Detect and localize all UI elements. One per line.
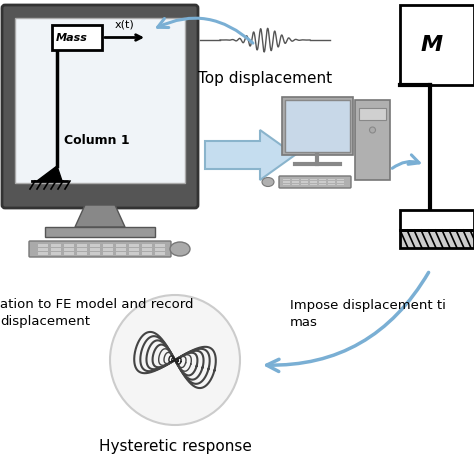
Bar — [142, 252, 152, 255]
Bar — [116, 252, 126, 255]
Bar — [77, 252, 87, 255]
Bar — [400, 5, 474, 85]
Ellipse shape — [370, 127, 375, 133]
Bar — [337, 179, 344, 180]
Bar — [355, 100, 390, 180]
Bar — [283, 183, 290, 185]
Bar — [142, 248, 152, 250]
Bar — [155, 244, 165, 246]
Bar — [64, 252, 74, 255]
Bar — [301, 179, 308, 180]
Bar — [38, 244, 48, 246]
Bar — [310, 179, 317, 180]
Bar — [282, 97, 353, 155]
Bar — [116, 248, 126, 250]
Text: ation to FE model and record: ation to FE model and record — [0, 299, 193, 311]
Bar — [90, 252, 100, 255]
Bar — [64, 244, 74, 246]
Text: Column 1: Column 1 — [64, 135, 130, 147]
Bar — [45, 227, 155, 237]
Bar — [292, 179, 299, 180]
Bar — [155, 248, 165, 250]
Bar — [292, 183, 299, 185]
Bar — [285, 100, 350, 152]
Bar — [310, 181, 317, 183]
Bar — [328, 179, 335, 180]
Bar — [337, 183, 344, 185]
Bar — [155, 252, 165, 255]
Text: mas: mas — [290, 316, 318, 328]
Bar — [400, 230, 474, 248]
Bar — [90, 248, 100, 250]
Text: Mass: Mass — [56, 33, 88, 43]
Ellipse shape — [110, 295, 240, 425]
Bar — [90, 244, 100, 246]
FancyBboxPatch shape — [2, 5, 198, 208]
Bar — [77, 244, 87, 246]
Bar — [103, 252, 113, 255]
Bar — [15, 18, 185, 183]
Bar — [337, 181, 344, 183]
Bar — [283, 179, 290, 180]
FancyBboxPatch shape — [279, 176, 351, 188]
Bar — [38, 248, 48, 250]
Bar — [310, 183, 317, 185]
Ellipse shape — [262, 177, 274, 186]
Bar — [129, 252, 139, 255]
Polygon shape — [205, 130, 295, 180]
Bar — [142, 244, 152, 246]
Bar — [64, 248, 74, 250]
Polygon shape — [75, 205, 125, 227]
Bar — [51, 248, 61, 250]
Bar — [116, 244, 126, 246]
Bar — [301, 183, 308, 185]
Text: Top displacement: Top displacement — [198, 71, 332, 85]
Bar — [52, 25, 102, 50]
Bar — [103, 244, 113, 246]
Text: M: M — [421, 35, 443, 55]
Bar — [103, 248, 113, 250]
Text: Hysteretic response: Hysteretic response — [99, 439, 251, 455]
Text: Impose displacement ti: Impose displacement ti — [290, 299, 446, 311]
Text: x(t): x(t) — [115, 19, 134, 29]
Bar — [400, 210, 474, 230]
Bar — [129, 244, 139, 246]
Bar — [319, 183, 326, 185]
Bar — [301, 181, 308, 183]
Bar — [328, 181, 335, 183]
Polygon shape — [37, 166, 62, 181]
Bar — [129, 248, 139, 250]
Ellipse shape — [170, 242, 190, 256]
Bar — [319, 179, 326, 180]
Bar — [51, 244, 61, 246]
FancyBboxPatch shape — [29, 241, 171, 257]
Bar — [283, 181, 290, 183]
Bar — [328, 183, 335, 185]
Bar — [359, 108, 386, 120]
Bar — [77, 248, 87, 250]
Bar — [51, 252, 61, 255]
Bar — [319, 181, 326, 183]
Bar — [38, 252, 48, 255]
Bar — [292, 181, 299, 183]
Text: displacement: displacement — [0, 316, 90, 328]
